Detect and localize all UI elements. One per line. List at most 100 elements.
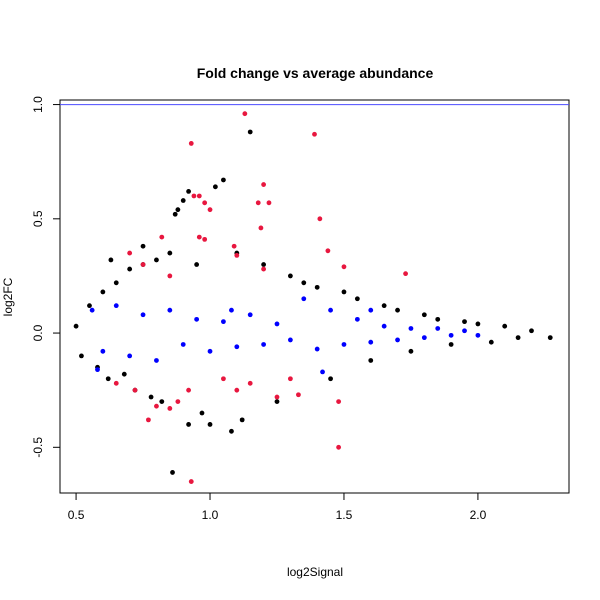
data-point — [421, 312, 427, 318]
data-point — [175, 207, 181, 213]
data-point — [274, 321, 280, 327]
data-point — [368, 307, 374, 313]
x-axis-label: log2Signal — [287, 565, 343, 579]
data-point — [159, 399, 165, 405]
data-point — [475, 321, 481, 327]
x-tick-label: 1.0 — [202, 508, 219, 522]
data-point — [159, 234, 165, 240]
data-point — [89, 307, 95, 313]
data-point — [301, 296, 307, 302]
data-point — [221, 376, 226, 382]
data-point — [167, 273, 173, 279]
data-point — [100, 348, 106, 354]
data-point — [127, 250, 133, 256]
data-point — [172, 211, 178, 217]
x-tick-label: 2.0 — [470, 508, 487, 522]
x-axis: 0.5 1.0 1.5 2.0 — [68, 493, 487, 522]
data-point — [95, 367, 100, 373]
y-tick-label: 0.0 — [31, 324, 45, 341]
data-point — [368, 358, 374, 363]
data-point — [194, 316, 200, 322]
data-point — [113, 380, 119, 386]
data-point — [314, 346, 320, 352]
data-point — [515, 335, 521, 341]
data-point — [368, 339, 374, 345]
data-point — [100, 289, 106, 295]
data-point — [247, 380, 253, 386]
data-point — [167, 250, 173, 256]
data-point — [261, 266, 266, 272]
data-point — [312, 131, 317, 137]
data-point — [354, 316, 360, 322]
plot-frame — [59, 99, 570, 494]
data-point — [287, 273, 293, 279]
data-point — [188, 141, 194, 146]
data-point — [79, 353, 84, 359]
data-point — [328, 376, 333, 382]
data-point — [274, 399, 280, 405]
data-point — [199, 410, 205, 416]
data-point — [188, 479, 194, 484]
data-point — [154, 257, 159, 263]
data-point — [301, 280, 307, 286]
data-point — [408, 348, 414, 354]
data-point — [140, 312, 146, 318]
data-point — [395, 307, 400, 313]
data-point — [247, 129, 253, 135]
data-point — [196, 193, 202, 199]
data-points — [73, 111, 553, 484]
y-axis: -0.5 0.0 0.5 1.0 — [31, 96, 60, 458]
data-point — [421, 335, 427, 341]
data-point — [191, 193, 197, 199]
y-axis-label: log2FC — [1, 277, 15, 316]
data-point — [108, 257, 114, 263]
data-point — [408, 326, 414, 331]
data-point — [105, 376, 111, 382]
y-tick-label: 0.5 — [31, 210, 45, 227]
data-point — [336, 399, 342, 405]
data-point — [170, 470, 175, 475]
data-point — [462, 328, 467, 334]
data-point — [296, 392, 301, 398]
data-point — [140, 243, 146, 249]
data-point — [341, 289, 347, 295]
data-point — [207, 422, 213, 427]
data-point — [202, 236, 208, 242]
data-point — [207, 207, 213, 213]
data-point — [242, 111, 248, 117]
y-tick-label: 1.0 — [31, 96, 45, 113]
data-point — [132, 387, 138, 393]
data-point — [127, 266, 133, 272]
data-point — [529, 328, 534, 334]
data-point — [475, 332, 481, 338]
data-point — [196, 234, 202, 240]
data-point — [247, 312, 253, 318]
data-point — [435, 316, 441, 322]
data-point — [395, 337, 400, 343]
data-point — [154, 403, 159, 409]
y-tick-label: -0.5 — [31, 437, 45, 458]
data-point — [234, 387, 240, 393]
data-point — [462, 319, 467, 325]
data-point — [221, 177, 226, 183]
data-point — [202, 200, 208, 206]
data-point — [266, 200, 272, 206]
data-point — [448, 332, 454, 338]
data-point — [435, 326, 441, 331]
data-point — [314, 284, 320, 290]
data-point — [320, 369, 325, 375]
data-point — [127, 353, 133, 359]
data-point — [354, 296, 360, 302]
data-point — [229, 307, 234, 313]
data-point — [113, 280, 119, 286]
data-point — [274, 394, 280, 400]
data-point — [73, 323, 79, 329]
data-point — [234, 252, 240, 258]
data-point — [113, 303, 119, 309]
data-point — [167, 307, 173, 313]
data-point — [180, 198, 186, 203]
data-point — [403, 271, 408, 277]
data-point — [287, 337, 293, 343]
data-point — [381, 303, 387, 309]
data-point — [261, 262, 266, 267]
